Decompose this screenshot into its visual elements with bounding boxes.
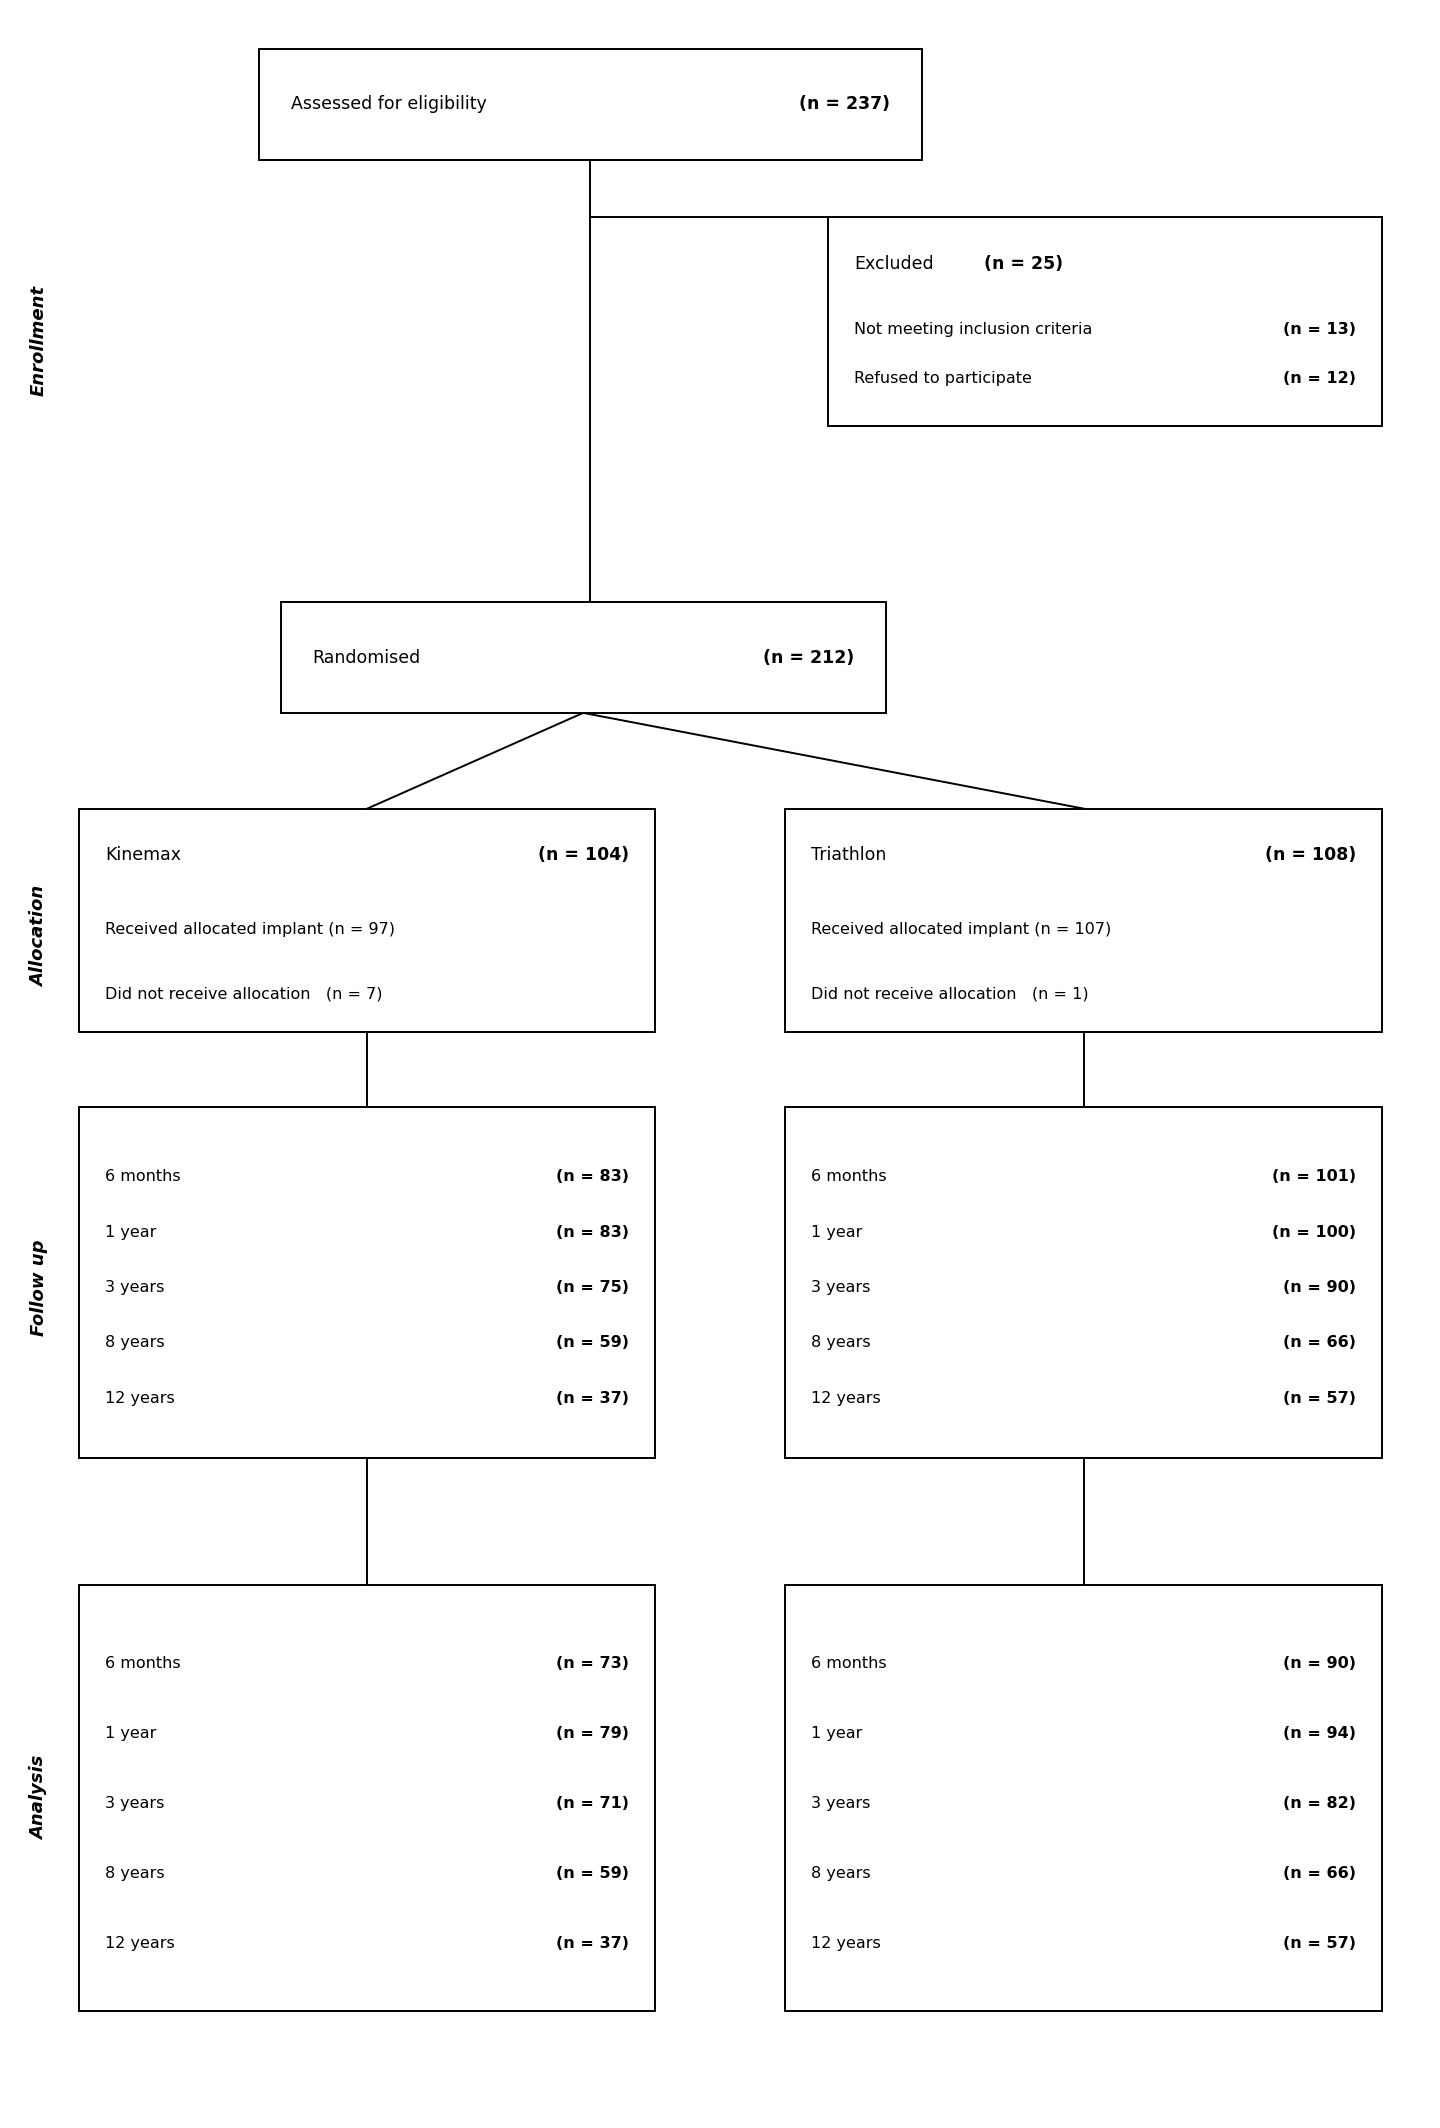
Text: 3 years: 3 years bbox=[811, 1279, 870, 1296]
Text: (n = 94): (n = 94) bbox=[1283, 1726, 1356, 1741]
Text: (n = 12): (n = 12) bbox=[1283, 370, 1356, 387]
Text: Randomised: Randomised bbox=[312, 649, 420, 666]
Text: 12 years: 12 years bbox=[105, 1936, 174, 1951]
Text: (n = 59): (n = 59) bbox=[556, 1334, 629, 1351]
Text: 8 years: 8 years bbox=[105, 1334, 164, 1351]
Text: Refused to participate: Refused to participate bbox=[854, 370, 1032, 387]
Text: (n = 100): (n = 100) bbox=[1273, 1224, 1356, 1241]
Text: (n = 90): (n = 90) bbox=[1283, 1279, 1356, 1296]
Text: Enrollment: Enrollment bbox=[30, 285, 48, 396]
Text: 6 months: 6 months bbox=[811, 1656, 887, 1670]
Text: 6 months: 6 months bbox=[811, 1168, 887, 1185]
Text: Received allocated implant (n = 107): Received allocated implant (n = 107) bbox=[811, 921, 1112, 938]
Text: 1 year: 1 year bbox=[105, 1726, 157, 1741]
Text: Assessed for eligibility: Assessed for eligibility bbox=[291, 96, 487, 113]
Text: (n = 57): (n = 57) bbox=[1283, 1936, 1356, 1951]
Text: (n = 237): (n = 237) bbox=[799, 96, 890, 113]
Text: (n = 83): (n = 83) bbox=[556, 1224, 629, 1241]
FancyBboxPatch shape bbox=[785, 1107, 1382, 1458]
Text: (n = 75): (n = 75) bbox=[556, 1279, 629, 1296]
Text: (n = 79): (n = 79) bbox=[556, 1726, 629, 1741]
FancyBboxPatch shape bbox=[79, 1585, 655, 2011]
Text: Excluded: Excluded bbox=[854, 255, 933, 272]
FancyBboxPatch shape bbox=[281, 602, 886, 713]
Text: (n = 83): (n = 83) bbox=[556, 1168, 629, 1185]
Text: 8 years: 8 years bbox=[105, 1866, 164, 1881]
Text: 12 years: 12 years bbox=[811, 1936, 880, 1951]
Text: (n = 66): (n = 66) bbox=[1283, 1866, 1356, 1881]
Text: 6 months: 6 months bbox=[105, 1656, 181, 1670]
Text: 8 years: 8 years bbox=[811, 1334, 870, 1351]
Text: (n = 25): (n = 25) bbox=[984, 255, 1063, 272]
Text: 3 years: 3 years bbox=[105, 1279, 164, 1296]
Text: Did not receive allocation   (n = 1): Did not receive allocation (n = 1) bbox=[811, 985, 1089, 1002]
Text: (n = 66): (n = 66) bbox=[1283, 1334, 1356, 1351]
Text: (n = 57): (n = 57) bbox=[1283, 1390, 1356, 1407]
Text: Did not receive allocation   (n = 7): Did not receive allocation (n = 7) bbox=[105, 985, 383, 1002]
Text: 1 year: 1 year bbox=[811, 1726, 863, 1741]
Text: (n = 101): (n = 101) bbox=[1273, 1168, 1356, 1185]
FancyBboxPatch shape bbox=[79, 1107, 655, 1458]
Text: 12 years: 12 years bbox=[105, 1390, 174, 1407]
Text: Not meeting inclusion criteria: Not meeting inclusion criteria bbox=[854, 321, 1093, 338]
FancyBboxPatch shape bbox=[785, 1585, 1382, 2011]
Text: 3 years: 3 years bbox=[105, 1796, 164, 1811]
FancyBboxPatch shape bbox=[259, 49, 922, 160]
Text: 1 year: 1 year bbox=[811, 1224, 863, 1241]
Text: 3 years: 3 years bbox=[811, 1796, 870, 1811]
FancyBboxPatch shape bbox=[79, 809, 655, 1032]
FancyBboxPatch shape bbox=[785, 809, 1382, 1032]
Text: Allocation: Allocation bbox=[30, 885, 48, 987]
Text: (n = 104): (n = 104) bbox=[539, 847, 629, 864]
Text: 12 years: 12 years bbox=[811, 1390, 880, 1407]
Text: (n = 59): (n = 59) bbox=[556, 1866, 629, 1881]
FancyBboxPatch shape bbox=[828, 217, 1382, 426]
Text: (n = 73): (n = 73) bbox=[556, 1656, 629, 1670]
Text: (n = 37): (n = 37) bbox=[556, 1390, 629, 1407]
Text: Follow up: Follow up bbox=[30, 1238, 48, 1336]
Text: Triathlon: Triathlon bbox=[811, 847, 886, 864]
Text: Kinemax: Kinemax bbox=[105, 847, 181, 864]
Text: (n = 212): (n = 212) bbox=[763, 649, 854, 666]
Text: (n = 90): (n = 90) bbox=[1283, 1656, 1356, 1670]
Text: 1 year: 1 year bbox=[105, 1224, 157, 1241]
Text: (n = 82): (n = 82) bbox=[1283, 1796, 1356, 1811]
Text: Received allocated implant (n = 97): Received allocated implant (n = 97) bbox=[105, 921, 395, 938]
Text: (n = 71): (n = 71) bbox=[556, 1796, 629, 1811]
Text: (n = 108): (n = 108) bbox=[1266, 847, 1356, 864]
Text: (n = 13): (n = 13) bbox=[1283, 321, 1356, 338]
Text: 6 months: 6 months bbox=[105, 1168, 181, 1185]
Text: Analysis: Analysis bbox=[30, 1756, 48, 1841]
Text: (n = 37): (n = 37) bbox=[556, 1936, 629, 1951]
Text: 8 years: 8 years bbox=[811, 1866, 870, 1881]
